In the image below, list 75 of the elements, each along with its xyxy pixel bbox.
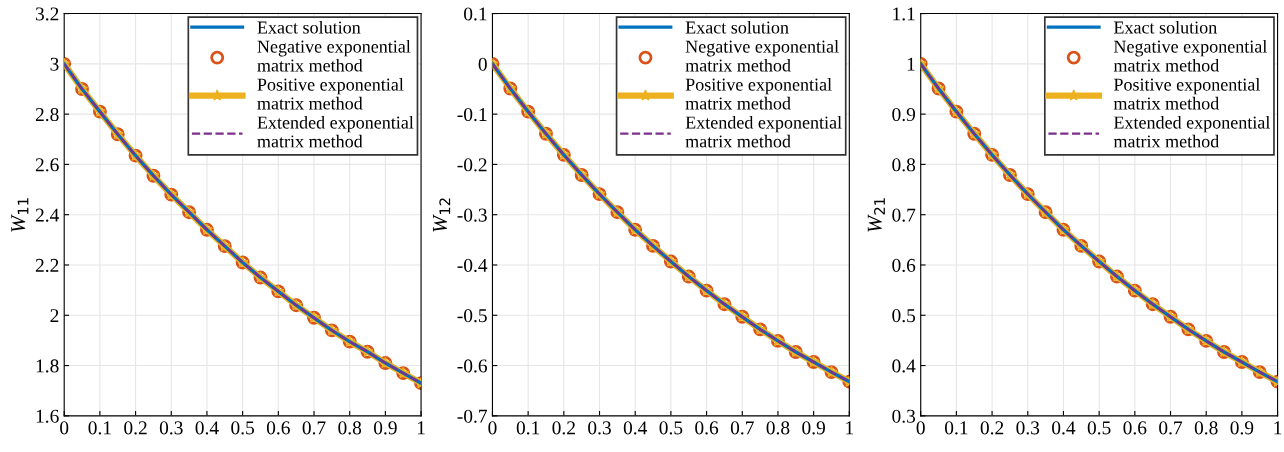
y-tick-label: 2.2 [35, 258, 59, 273]
x-tick-label: 0.2 [552, 421, 575, 435]
x-tick-label: 1 [1274, 421, 1282, 435]
x-tick-label: 0 [916, 421, 925, 435]
x-tick-label: 1 [417, 421, 425, 435]
x-tick-label: 0.8 [338, 421, 362, 435]
x-tick-label: 0.4 [195, 421, 219, 435]
x-tick-label: 0.6 [266, 421, 290, 435]
x-tick-label: 0.8 [1194, 421, 1218, 435]
x-tick-label: 0.6 [1123, 421, 1147, 435]
y-tick-label: 1 [907, 57, 915, 71]
y-tick-label: -0.1 [457, 107, 487, 122]
x-tick-label: 0.4 [1052, 421, 1076, 435]
legend-label: Negative exponential matrix method [1113, 39, 1267, 72]
legend-label: Exact solution [685, 20, 789, 34]
y-axis-title: W$_{11}$ [11, 198, 29, 232]
legend-label: Negative exponential matrix method [685, 39, 839, 72]
x-tick-label: 0.3 [588, 421, 611, 435]
x-tick-label: 0.3 [1016, 421, 1040, 435]
y-tick-label: 2.6 [35, 158, 59, 172]
y-axis-title: W$_{12}$ [433, 198, 451, 232]
y-tick-label: 2 [50, 309, 59, 323]
legend-label: Extended exponential matrix method [257, 115, 414, 148]
x-tick-label: 0.1 [516, 421, 540, 435]
y-tick-label: -0.4 [457, 258, 488, 273]
y-tick-label: 2.4 [35, 208, 60, 222]
legend-label: Positive exponential matrix method [685, 77, 832, 110]
legend-label: Extended exponential matrix method [685, 115, 842, 148]
y-tick-label: 3.2 [35, 7, 59, 21]
x-tick-label: 0.5 [1087, 421, 1111, 435]
y-tick-label: 0.8 [892, 158, 916, 172]
y-tick-label: 1.6 [36, 409, 59, 423]
legend-label: Negative exponential matrix method [257, 39, 411, 72]
y-tick-label: 0.1 [464, 7, 487, 21]
x-tick-label: 0.4 [623, 421, 648, 435]
x-tick-label: 0.2 [124, 421, 147, 435]
x-tick-label: 0.6 [695, 421, 719, 435]
y-tick-label: -0.5 [457, 309, 487, 323]
y-tick-label: 0.9 [892, 107, 916, 122]
y-tick-label: 0.4 [892, 359, 916, 373]
y-tick-label: 0.7 [892, 208, 916, 222]
y-tick-label: 2.8 [35, 107, 59, 122]
legend-label: Positive exponential matrix method [1113, 77, 1260, 110]
y-tick-label: -0.6 [457, 359, 488, 373]
legend-label: Exact solution [257, 20, 361, 34]
x-tick-label: 0.9 [1230, 421, 1254, 435]
y-axis-title: W$_{21}$ [867, 198, 885, 232]
legend-label: Extended exponential matrix method [1113, 115, 1270, 148]
y-tick-label: 0.3 [892, 409, 916, 423]
x-tick-label: 0.7 [730, 421, 754, 435]
x-tick-label: 0 [488, 421, 497, 435]
y-tick-label: 0.5 [892, 309, 916, 323]
y-tick-label: 0.6 [892, 258, 916, 273]
y-tick-label: 3 [50, 57, 59, 71]
y-tick-label: 1.1 [893, 7, 915, 21]
y-tick-label: -0.2 [457, 158, 487, 172]
x-tick-label: 0.3 [159, 421, 183, 435]
legend-label: Exact solution [1113, 20, 1217, 34]
legend-label: Positive exponential matrix method [257, 77, 404, 110]
y-tick-label: 0 [478, 57, 487, 71]
y-tick-label: -0.7 [457, 409, 488, 423]
x-tick-label: 0.1 [88, 421, 111, 435]
x-tick-label: 0.9 [373, 421, 397, 435]
y-tick-label: 1.8 [36, 359, 59, 373]
x-tick-label: 0.2 [980, 421, 1004, 435]
y-tick-label: -0.3 [457, 208, 487, 222]
x-tick-label: 1 [846, 421, 854, 435]
x-tick-label: 0.8 [766, 421, 790, 435]
x-tick-label: 0.5 [659, 421, 683, 435]
x-tick-label: 0.7 [1159, 421, 1183, 435]
x-tick-label: 0.9 [802, 421, 825, 435]
x-tick-label: 0.1 [944, 421, 968, 435]
x-tick-label: 0 [60, 421, 69, 435]
x-tick-label: 0.7 [302, 421, 326, 435]
x-tick-label: 0.5 [231, 421, 255, 435]
